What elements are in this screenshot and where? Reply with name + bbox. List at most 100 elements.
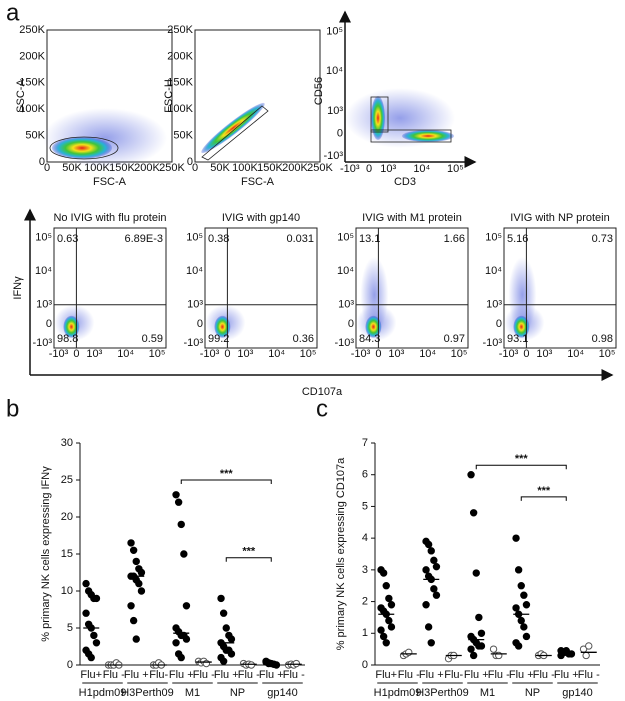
x-tick-label: 10⁴ xyxy=(567,348,584,360)
data-point xyxy=(129,616,138,625)
data-point xyxy=(135,579,143,588)
x-tick-label: Flu - xyxy=(398,669,420,681)
data-point xyxy=(87,653,95,662)
x-tick-label: Flu + xyxy=(464,669,489,681)
data-point xyxy=(127,602,135,610)
data-point xyxy=(92,594,101,603)
x-axis-label: FSC-A xyxy=(93,176,127,188)
data-point xyxy=(82,609,90,617)
x-tick-label: -10³ xyxy=(351,348,371,360)
panel-label: a xyxy=(6,0,20,26)
y-tick-label: 10⁵ xyxy=(326,25,343,37)
data-point xyxy=(177,653,185,662)
x-tick-label: 50K xyxy=(210,162,230,174)
x-tick-label: 250K xyxy=(159,162,185,174)
significance-label: *** xyxy=(537,485,551,497)
x-tick-label: Flu + xyxy=(169,669,194,681)
x-tick-label: Flu - xyxy=(193,669,215,681)
data-point xyxy=(227,635,236,643)
y-tick-label: 6 xyxy=(362,469,368,481)
x-tick-label: 10³ xyxy=(536,348,552,360)
quadrant-value: 84.3 xyxy=(359,333,380,345)
x-tick-label: 10⁴ xyxy=(117,348,134,360)
x-tick-label: 250K xyxy=(307,162,333,174)
y-tick-label: 10³ xyxy=(338,299,354,311)
y-tick-label: -10³ xyxy=(323,150,343,162)
significance-label: *** xyxy=(515,453,529,465)
y-tick-label: 7 xyxy=(362,437,368,449)
quadrant-value: 1.66 xyxy=(444,233,465,245)
quadrant-value: 5.16 xyxy=(507,233,528,245)
data-point xyxy=(137,568,146,577)
data-point xyxy=(385,594,393,603)
x-tick-label: 200K xyxy=(134,162,160,174)
data-point xyxy=(432,562,441,571)
y-tick-label: 150K xyxy=(167,77,193,89)
y-tick-label: 0 xyxy=(362,659,368,671)
y-tick-label: 0 xyxy=(39,156,45,168)
x-tick-label: 10³ xyxy=(237,348,253,360)
x-tick-label: Flu + xyxy=(419,669,444,681)
x-tick-label: 0 xyxy=(73,348,79,360)
y-tick-label: -10³ xyxy=(183,337,203,349)
data-point xyxy=(182,635,191,643)
data-point xyxy=(82,579,90,588)
plot-title: IVIG with M1 protein xyxy=(362,212,462,224)
y-tick-label: 10⁵ xyxy=(337,232,354,244)
y-axis-label: SSC-A xyxy=(15,79,27,113)
data-point xyxy=(132,557,140,566)
x-tick-label: -10³ xyxy=(499,348,519,360)
y-tick-label: 0 xyxy=(496,318,502,330)
gate xyxy=(201,105,269,161)
x-tick-label: 0 xyxy=(523,348,529,360)
x-tick-label: Flu - xyxy=(488,669,510,681)
x-tick-label: 10³ xyxy=(86,348,102,360)
data-point xyxy=(467,645,475,653)
density-blob xyxy=(214,315,231,338)
y-tick-label: 0 xyxy=(337,128,343,140)
data-point xyxy=(292,659,301,668)
data-point xyxy=(387,623,396,631)
group-label: NP xyxy=(230,687,245,699)
y-tick-label: 10⁴ xyxy=(326,65,343,77)
y-tick-label: 4 xyxy=(362,532,368,544)
y-tick-label: 10⁵ xyxy=(186,232,203,244)
y-tick-label: 0 xyxy=(197,318,203,330)
quadrant-value: 0.59 xyxy=(142,333,163,345)
x-axis-label: FSC-A xyxy=(241,176,275,188)
x-tick-label: 10⁴ xyxy=(419,348,436,360)
data-point xyxy=(422,601,430,609)
y-tick-label: 10⁴ xyxy=(186,265,203,277)
data-point xyxy=(382,582,390,590)
y-tick-label: -10³ xyxy=(482,337,502,349)
quadrant-value: 6.89E-3 xyxy=(124,233,163,245)
x-tick-label: -10³ xyxy=(200,348,220,360)
x-tick-label: Flu + xyxy=(509,669,534,681)
y-tick-label: 10³ xyxy=(36,299,52,311)
data-point xyxy=(514,566,523,574)
plot-title: IVIG with NP protein xyxy=(510,212,609,224)
y-tick-label: 15 xyxy=(61,548,73,560)
data-point xyxy=(475,613,483,622)
x-tick-label: Flu + xyxy=(124,669,149,681)
data-point xyxy=(174,498,183,506)
y-axis-label: CD56 xyxy=(313,77,325,105)
significance-label: *** xyxy=(220,468,234,480)
data-point xyxy=(427,547,435,555)
group-label: M1 xyxy=(480,687,495,699)
data-point xyxy=(227,650,236,658)
gate xyxy=(370,129,452,143)
data-point xyxy=(387,601,396,609)
y-tick-label: 10³ xyxy=(486,299,502,311)
significance-bracket xyxy=(475,464,567,470)
group-label: H3Perth09 xyxy=(416,687,469,699)
x-tick-label: 200K xyxy=(282,162,308,174)
gate xyxy=(49,136,119,160)
x-tick-label: -10³ xyxy=(340,163,360,175)
data-point xyxy=(405,648,413,657)
data-point xyxy=(385,616,393,625)
data-point xyxy=(512,534,520,542)
data-point xyxy=(129,546,138,554)
data-point xyxy=(469,509,478,517)
quadrant-value: 0.38 xyxy=(208,233,229,245)
